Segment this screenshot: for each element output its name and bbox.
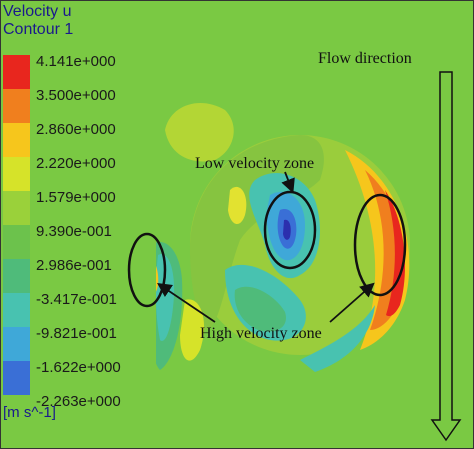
low-zone-dark-blue	[283, 219, 291, 240]
legend-level-label: 2.220e+000	[36, 155, 116, 172]
legend-color-segment	[3, 225, 30, 259]
legend-level-label: 9.390e-001	[36, 223, 112, 240]
legend-color-segment	[3, 123, 30, 157]
high-velocity-ellipse-left	[127, 232, 167, 308]
legend-color-bar	[3, 55, 30, 395]
flow-direction-label: Flow direction	[318, 50, 412, 67]
legend-color-segment	[3, 293, 30, 327]
low-velocity-label: Low velocity zone	[195, 155, 315, 172]
legend-color-segment	[3, 327, 30, 361]
top-lobe	[165, 102, 234, 162]
legend-level-label: -9.821e-001	[36, 325, 117, 342]
legend-color-segment	[3, 361, 30, 395]
yellow-patch-1	[228, 186, 247, 225]
legend-color-segment	[3, 55, 30, 89]
legend-level-label: 4.141e+000	[36, 53, 116, 70]
legend-color-segment	[3, 157, 30, 191]
left-body-inner	[155, 254, 175, 341]
legend-level-label: -1.622e+000	[36, 359, 121, 376]
legend-subtitle: Contour 1	[3, 21, 74, 38]
legend-level-label: 2.986e-001	[36, 257, 112, 274]
high-zone-arrow-right	[329, 282, 375, 323]
legend-color-segment	[3, 89, 30, 123]
legend-level-label: -2.263e+000	[36, 393, 121, 410]
legend-color-segment	[3, 259, 30, 293]
legend-level-label: 1.579e+000	[36, 189, 116, 206]
yellow-patch-2	[180, 299, 205, 361]
legend-unit: [m s^-1]	[3, 404, 56, 421]
high-velocity-label: High velocity zone	[200, 325, 322, 342]
legend-level-label: -3.417e-001	[36, 291, 117, 308]
lower-cyan-arc	[300, 305, 375, 372]
legend-title: Velocity u	[3, 3, 72, 20]
legend-color-segment	[3, 191, 30, 225]
high-zone-arrow-left	[157, 282, 216, 323]
lower-green-region	[234, 286, 286, 332]
flow-direction-arrow	[430, 71, 462, 442]
crescent-red	[385, 190, 405, 317]
legend-level-label: 3.500e+000	[36, 87, 116, 104]
legend-title-block: Velocity u Contour 1	[3, 3, 73, 39]
low-zone-arrow	[281, 171, 295, 194]
high-velocity-ellipse-right	[353, 193, 407, 297]
legend-level-label: 2.860e+000	[36, 121, 116, 138]
